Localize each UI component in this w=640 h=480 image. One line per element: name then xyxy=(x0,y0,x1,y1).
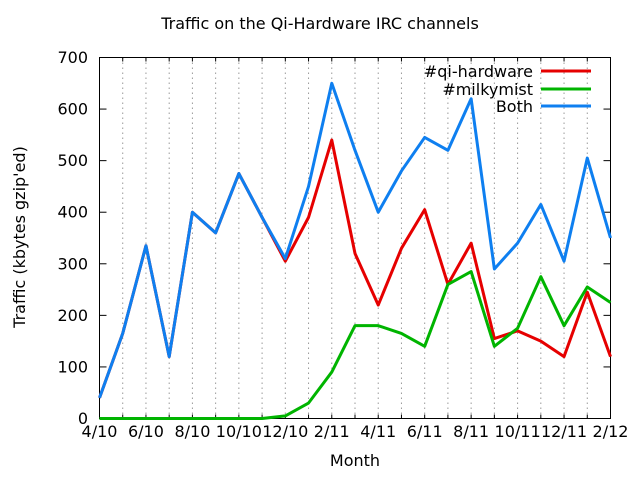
x-tick-label: 6/10 xyxy=(128,422,164,441)
x-tick-label: 8/11 xyxy=(453,422,489,441)
x-tick-label: 10/11 xyxy=(495,422,541,441)
legend-label-qi-hardware: #qi-hardware xyxy=(424,62,533,81)
y-tick-label: 600 xyxy=(57,100,88,119)
series-line-milkymist xyxy=(99,270,612,420)
x-tick-label: 6/11 xyxy=(407,422,443,441)
y-tick-label: 300 xyxy=(57,254,88,273)
y-tick-label: 400 xyxy=(57,203,88,222)
chart-title: Traffic on the Qi-Hardware IRC channels xyxy=(160,14,479,33)
x-tick-label: 8/10 xyxy=(174,422,210,441)
series-line-both xyxy=(98,81,612,399)
legend-label-both: Both xyxy=(496,97,533,116)
y-tick-label: 700 xyxy=(57,48,88,67)
y-tick-label: 0 xyxy=(78,409,88,428)
legend-label-milkymist: #milkymist xyxy=(442,80,533,99)
legend: #qi-hardware #milkymist Both xyxy=(424,62,591,116)
x-tick-label: 4/10 xyxy=(82,422,118,441)
y-tick-label: 500 xyxy=(57,151,88,170)
y-tick-label: 100 xyxy=(57,357,88,376)
y-axis-title: Traffic (kbytes gzip'ed) xyxy=(10,146,29,329)
x-tick-label: 10/10 xyxy=(216,422,262,441)
x-axis-title: Month xyxy=(330,451,380,470)
x-tick-label: 12/11 xyxy=(541,422,587,441)
x-tick-label: 12/10 xyxy=(262,422,308,441)
x-tick-label: 4/11 xyxy=(360,422,396,441)
x-tick-label: 2/11 xyxy=(314,422,350,441)
y-tick-label: 200 xyxy=(57,306,88,325)
x-tick-label: 2/12 xyxy=(593,422,629,441)
